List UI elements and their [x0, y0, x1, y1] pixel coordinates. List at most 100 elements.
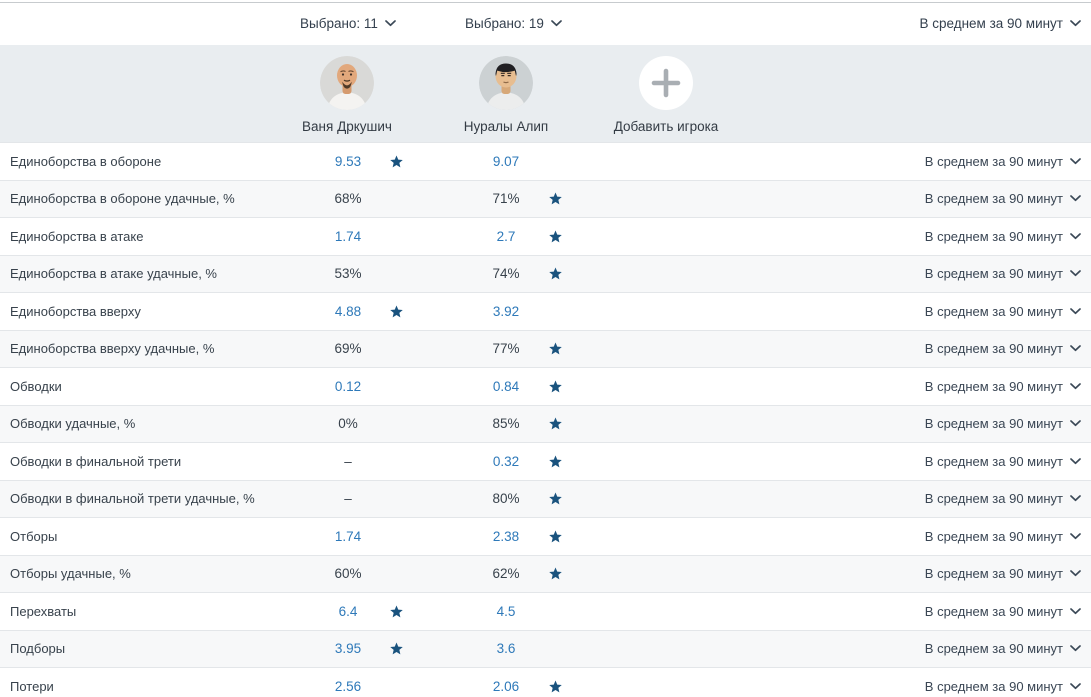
best-value-marker — [547, 668, 563, 697]
star-icon — [548, 341, 563, 356]
best-value-marker — [547, 256, 563, 293]
row-period-dropdown[interactable]: В среднем за 90 минут — [925, 406, 1081, 443]
best-value-marker — [547, 556, 563, 593]
star-icon — [548, 416, 563, 431]
row-period-dropdown[interactable]: В среднем за 90 минут — [925, 631, 1081, 668]
period-dropdown-label: В среднем за 90 минут — [919, 15, 1063, 31]
row-period-dropdown[interactable]: В среднем за 90 минут — [925, 481, 1081, 518]
row-period-dropdown[interactable]: В среднем за 90 минут — [925, 331, 1081, 368]
row-period-dropdown[interactable]: В среднем за 90 минут — [925, 218, 1081, 255]
row-label: Подборы — [10, 641, 66, 657]
player-value: 71% — [492, 191, 520, 207]
row-period-dropdown[interactable]: В среднем за 90 минут — [925, 256, 1081, 293]
player-value[interactable]: 2.06 — [492, 678, 520, 694]
player-value[interactable]: 2.56 — [334, 678, 362, 694]
row-period-label: В среднем за 90 минут — [924, 266, 1063, 282]
row-period-dropdown[interactable]: В среднем за 90 минут — [925, 181, 1081, 218]
row-period-dropdown[interactable]: В среднем за 90 минут — [925, 668, 1081, 697]
player-value: 69% — [334, 341, 362, 357]
player-value: – — [344, 491, 352, 507]
star-icon — [548, 454, 563, 469]
chevron-down-icon — [1070, 420, 1081, 427]
metric-row: Отборы удачные, % 60% 62% В среднем за 9… — [0, 554, 1091, 593]
player-value[interactable]: 9.53 — [334, 153, 362, 169]
player2-avatar — [479, 56, 533, 110]
metric-row: Отборы 1.74 2.38 В среднем за 90 минут — [0, 517, 1091, 555]
metric-row: Единоборства вверху удачные, % 69% 77% В… — [0, 329, 1091, 368]
metric-row: Перехваты 6.4 4.5 В среднем за 90 минут — [0, 592, 1091, 630]
best-value-marker — [547, 181, 563, 218]
star-icon — [548, 266, 563, 281]
player-value[interactable]: 6.4 — [338, 603, 358, 619]
row-period-dropdown[interactable]: В среднем за 90 минут — [925, 143, 1081, 180]
row-period-dropdown[interactable]: В среднем за 90 минут — [925, 518, 1081, 555]
add-player-button[interactable] — [639, 56, 693, 110]
player-value: 85% — [492, 416, 520, 432]
chevron-down-icon — [1070, 683, 1081, 690]
metric-row: Обводки в финальной трети – 0.32 В средн… — [0, 442, 1091, 480]
row-period-dropdown[interactable]: В среднем за 90 минут — [925, 556, 1081, 593]
best-value-marker — [388, 593, 404, 630]
player-value[interactable]: 2.7 — [496, 228, 516, 244]
player1-matches-dropdown[interactable]: Выбрано: 11 — [300, 3, 396, 43]
chevron-down-icon — [1070, 383, 1081, 390]
metric-row: Единоборства в атаке удачные, % 53% 74% … — [0, 254, 1091, 293]
players-header-band: Ваня Дркушич Нуралы Алип — [0, 45, 1091, 142]
chevron-down-icon — [1070, 233, 1081, 240]
row-label: Единоборства в атаке удачные, % — [10, 266, 217, 282]
row-period-label: В среднем за 90 минут — [924, 678, 1063, 694]
row-label: Единоборства в атаке — [10, 228, 144, 244]
metrics-table: Единоборства в обороне 9.53 9.07 В средн… — [0, 142, 1091, 697]
chevron-down-icon — [1070, 270, 1081, 277]
player2-header[interactable]: Нуралы Алип — [426, 56, 586, 134]
star-icon — [548, 679, 563, 694]
metric-row: Обводки в финальной трети удачные, % – 8… — [0, 479, 1091, 518]
row-label: Единоборства в обороне — [10, 153, 162, 169]
chevron-down-icon — [1070, 645, 1081, 652]
row-period-label: В среднем за 90 минут — [924, 153, 1063, 169]
row-label: Единоборства вверху удачные, % — [10, 341, 215, 357]
player-value[interactable]: 0.84 — [492, 378, 520, 394]
player-value[interactable]: 3.6 — [496, 641, 516, 657]
best-value-marker — [388, 631, 404, 668]
player-value[interactable]: 0.12 — [334, 378, 362, 394]
player-value[interactable]: 4.88 — [334, 303, 362, 319]
row-label: Перехваты — [10, 603, 77, 619]
player-value[interactable]: 2.38 — [492, 528, 520, 544]
chevron-down-icon — [1070, 570, 1081, 577]
player-value[interactable]: 1.74 — [334, 528, 362, 544]
row-period-label: В среднем за 90 минут — [924, 191, 1063, 207]
row-label: Обводки — [10, 378, 62, 394]
star-icon — [548, 191, 563, 206]
best-value-marker — [547, 443, 563, 480]
row-period-label: В среднем за 90 минут — [924, 341, 1063, 357]
row-label: Потери — [10, 678, 54, 694]
period-dropdown[interactable]: В среднем за 90 минут — [919, 3, 1081, 43]
best-value-marker — [547, 331, 563, 368]
player-value[interactable]: 1.74 — [334, 228, 362, 244]
row-label: Обводки в финальной трети — [10, 453, 182, 469]
player-value[interactable]: 3.92 — [492, 303, 520, 319]
player2-matches-dropdown[interactable]: Выбрано: 19 — [465, 3, 562, 43]
best-value-marker — [388, 293, 404, 330]
player1-header[interactable]: Ваня Дркушич — [267, 56, 427, 134]
row-period-dropdown[interactable]: В среднем за 90 минут — [925, 593, 1081, 630]
row-period-dropdown[interactable]: В среднем за 90 минут — [925, 443, 1081, 480]
player-value: 68% — [334, 191, 362, 207]
row-period-dropdown[interactable]: В среднем за 90 минут — [925, 293, 1081, 330]
row-label: Обводки удачные, % — [10, 416, 136, 432]
row-period-label: В среднем за 90 минут — [924, 566, 1063, 582]
player-value: 74% — [492, 266, 520, 282]
player-value[interactable]: 3.95 — [334, 641, 362, 657]
star-icon — [548, 379, 563, 394]
add-player[interactable]: Добавить игрока — [586, 56, 746, 134]
top-selector-bar: Выбрано: 11 Выбрано: 19 В среднем за 90 … — [0, 2, 1091, 45]
row-period-label: В среднем за 90 минут — [924, 491, 1063, 507]
player-value[interactable]: 9.07 — [492, 153, 520, 169]
row-period-label: В среднем за 90 минут — [924, 303, 1063, 319]
player-value[interactable]: 0.32 — [492, 453, 520, 469]
player-value[interactable]: 4.5 — [496, 603, 516, 619]
row-period-dropdown[interactable]: В среднем за 90 минут — [925, 368, 1081, 405]
row-period-label: В среднем за 90 минут — [924, 603, 1063, 619]
